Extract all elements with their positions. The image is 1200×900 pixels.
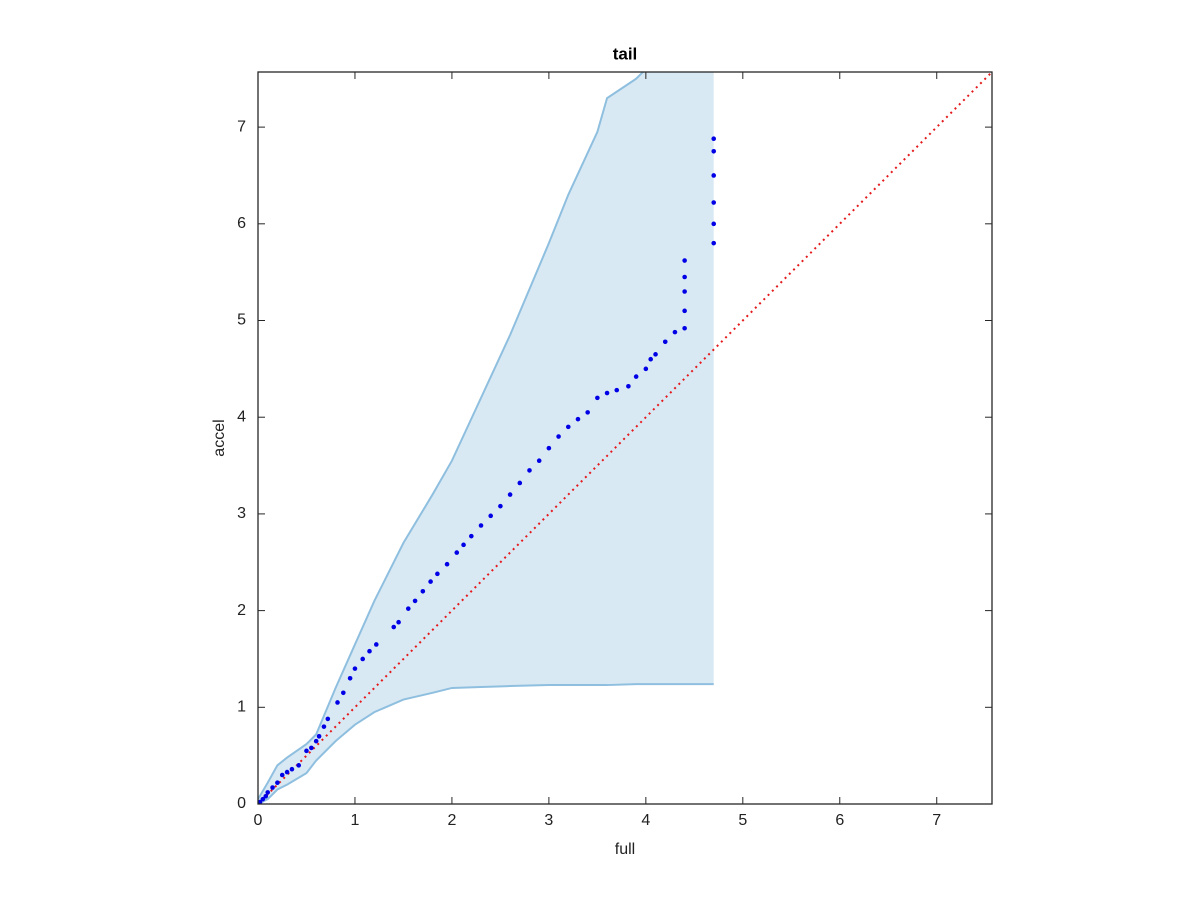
point: [536, 458, 542, 464]
x-tick-label: 3: [544, 812, 553, 829]
point: [682, 274, 687, 280]
plot-area: [258, 72, 992, 804]
point: [507, 492, 513, 497]
point: [711, 148, 717, 154]
point: [373, 642, 379, 647]
point: [546, 445, 552, 451]
point: [396, 619, 401, 625]
x-tick-label: 2: [447, 812, 456, 829]
point: [279, 772, 285, 778]
band-lower-edge: [258, 683, 714, 804]
point: [633, 374, 639, 379]
x-tick-label: 6: [835, 812, 844, 829]
confidence-band: [258, 72, 714, 804]
y-axis-label: accel: [211, 419, 228, 456]
point: [347, 675, 353, 681]
point: [316, 734, 322, 739]
point: [435, 571, 440, 577]
point: [488, 513, 494, 519]
y-tick-label: 4: [237, 408, 246, 425]
point: [412, 598, 418, 604]
point: [391, 624, 397, 630]
point: [653, 352, 658, 357]
point: [682, 258, 687, 263]
point: [711, 173, 717, 178]
point: [420, 588, 426, 594]
point: [309, 745, 314, 751]
axes: 0 1 2 3 4 5 6 7 0 1 2 3 4 5 6 7: [237, 71, 993, 829]
axes-box: [257, 71, 993, 805]
point: [454, 550, 460, 555]
point: [682, 308, 687, 314]
point: [711, 200, 717, 205]
point: [313, 738, 319, 744]
point: [325, 716, 331, 722]
point: [405, 606, 411, 611]
point: [595, 395, 600, 401]
point: [469, 533, 474, 539]
point: [662, 339, 668, 345]
point: [335, 700, 340, 705]
point: [478, 523, 484, 528]
y-tick-label: 6: [237, 215, 246, 232]
point: [517, 480, 523, 486]
point: [304, 748, 309, 754]
band-upper-edge: [258, 72, 645, 800]
point: [614, 387, 620, 393]
point: [260, 796, 266, 802]
point: [711, 240, 717, 246]
point: [275, 780, 280, 786]
point: [672, 329, 678, 335]
y-tick-label: 2: [237, 602, 246, 619]
y-tick-label: 1: [237, 699, 246, 716]
point: [284, 769, 290, 775]
point: [367, 648, 372, 654]
point: [341, 690, 346, 696]
point: [498, 503, 503, 509]
point: [352, 666, 358, 671]
point: [296, 763, 302, 768]
point: [321, 724, 327, 729]
point: [360, 656, 366, 662]
point: [585, 410, 590, 415]
x-tick-label: 5: [738, 812, 747, 829]
point: [626, 383, 631, 389]
point: [265, 790, 270, 795]
x-tick-label: 4: [641, 812, 650, 829]
y-tick-label: 7: [237, 118, 246, 135]
point: [270, 785, 275, 790]
point: [461, 542, 466, 548]
x-tick-label: 0: [254, 812, 263, 829]
point: [556, 434, 561, 439]
x-tick-label: 1: [351, 812, 360, 829]
x-axis-label: full: [615, 841, 635, 858]
point: [711, 136, 717, 142]
y-tick-label: 3: [237, 505, 246, 522]
point: [527, 468, 532, 473]
point: [711, 221, 717, 227]
y-tick-label: 0: [237, 795, 246, 812]
y-tick-label: 5: [237, 312, 246, 329]
point: [604, 390, 610, 396]
point: [258, 799, 263, 804]
point: [444, 561, 450, 567]
point: [575, 416, 581, 422]
point: [565, 424, 571, 430]
chart-title: tail: [613, 44, 638, 63]
point: [643, 366, 649, 372]
point: [289, 766, 295, 772]
point: [682, 325, 687, 331]
point: [428, 579, 433, 584]
point: [682, 289, 687, 294]
point: [648, 356, 653, 362]
point: [263, 793, 269, 799]
x-tick-label: 7: [932, 812, 941, 829]
